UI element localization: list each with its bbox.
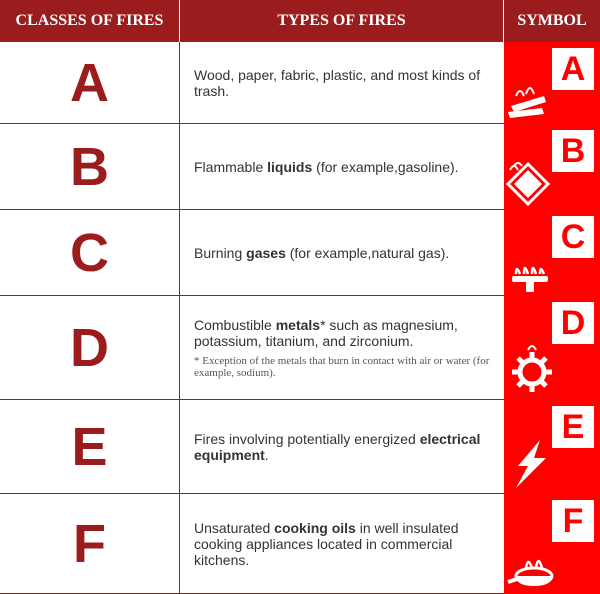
table-row: D Combustible metals* such as magnesium, … [0, 296, 600, 400]
table-row: F Unsaturated cooking oils in well insula… [0, 494, 600, 594]
symbol-cell: B [504, 124, 600, 210]
header-classes: CLASSES OF FIRES [0, 0, 180, 42]
symbol-cell: A [504, 42, 600, 124]
table-row: C Burning gases (for example,natural gas)… [0, 210, 600, 296]
symbol-letter: F [552, 500, 594, 542]
table-row: E Fires involving potentially energized e… [0, 400, 600, 494]
class-cell: C [0, 210, 180, 295]
symbol-letter: B [552, 130, 594, 172]
class-cell: A [0, 42, 180, 123]
fire-classes-table: CLASSES OF FIRES TYPES OF FIRES SYMBOL A… [0, 0, 600, 594]
bolt-icon [506, 436, 554, 492]
table-row: B Flammable liquids (for example,gasoline… [0, 124, 600, 210]
type-description: Fires involving potentially energized el… [194, 431, 490, 463]
burner-icon [506, 246, 554, 294]
table-header: CLASSES OF FIRES TYPES OF FIRES SYMBOL [0, 0, 600, 42]
symbol-cell: E [504, 400, 600, 494]
class-cell: F [0, 494, 180, 593]
class-cell: E [0, 400, 180, 493]
type-footnote: * Exception of the metals that burn in c… [194, 355, 490, 379]
class-cell: B [0, 124, 180, 209]
symbol-cell: F [504, 494, 600, 594]
symbol-cell: D [504, 296, 600, 400]
symbol-letter: E [552, 406, 594, 448]
type-description: Unsaturated cooking oils in well insulat… [194, 520, 490, 568]
symbol-letter: A [552, 48, 594, 90]
header-types: TYPES OF FIRES [180, 0, 504, 42]
type-cell: Flammable liquids (for example,gasoline)… [180, 124, 504, 209]
can-icon [506, 158, 552, 208]
class-letter: C [70, 222, 109, 284]
class-letter: B [70, 136, 109, 198]
type-cell: Fires involving potentially energized el… [180, 400, 504, 493]
class-letter: F [73, 513, 106, 575]
type-description: Wood, paper, fabric, plastic, and most k… [194, 67, 490, 99]
type-description: Burning gases (for example,natural gas). [194, 245, 490, 261]
table-row: A Wood, paper, fabric, plastic, and most … [0, 42, 600, 124]
class-cell: D [0, 296, 180, 399]
pan-icon [506, 542, 558, 592]
type-cell: Wood, paper, fabric, plastic, and most k… [180, 42, 504, 123]
symbol-letter: D [552, 302, 594, 344]
type-cell: Burning gases (for example,natural gas). [180, 210, 504, 295]
symbol-cell: C [504, 210, 600, 296]
gear-icon [506, 342, 558, 398]
class-letter: A [70, 52, 109, 114]
class-letter: D [70, 317, 109, 379]
class-letter: E [71, 416, 107, 478]
type-cell: Unsaturated cooking oils in well insulat… [180, 494, 504, 593]
header-symbol: SYMBOL [504, 0, 600, 42]
type-cell: Combustible metals* such as magnesium, p… [180, 296, 504, 399]
type-description: Flammable liquids (for example,gasoline)… [194, 159, 490, 175]
type-description: Combustible metals* such as magnesium, p… [194, 317, 490, 349]
logs-icon [506, 78, 550, 122]
symbol-letter: C [552, 216, 594, 258]
